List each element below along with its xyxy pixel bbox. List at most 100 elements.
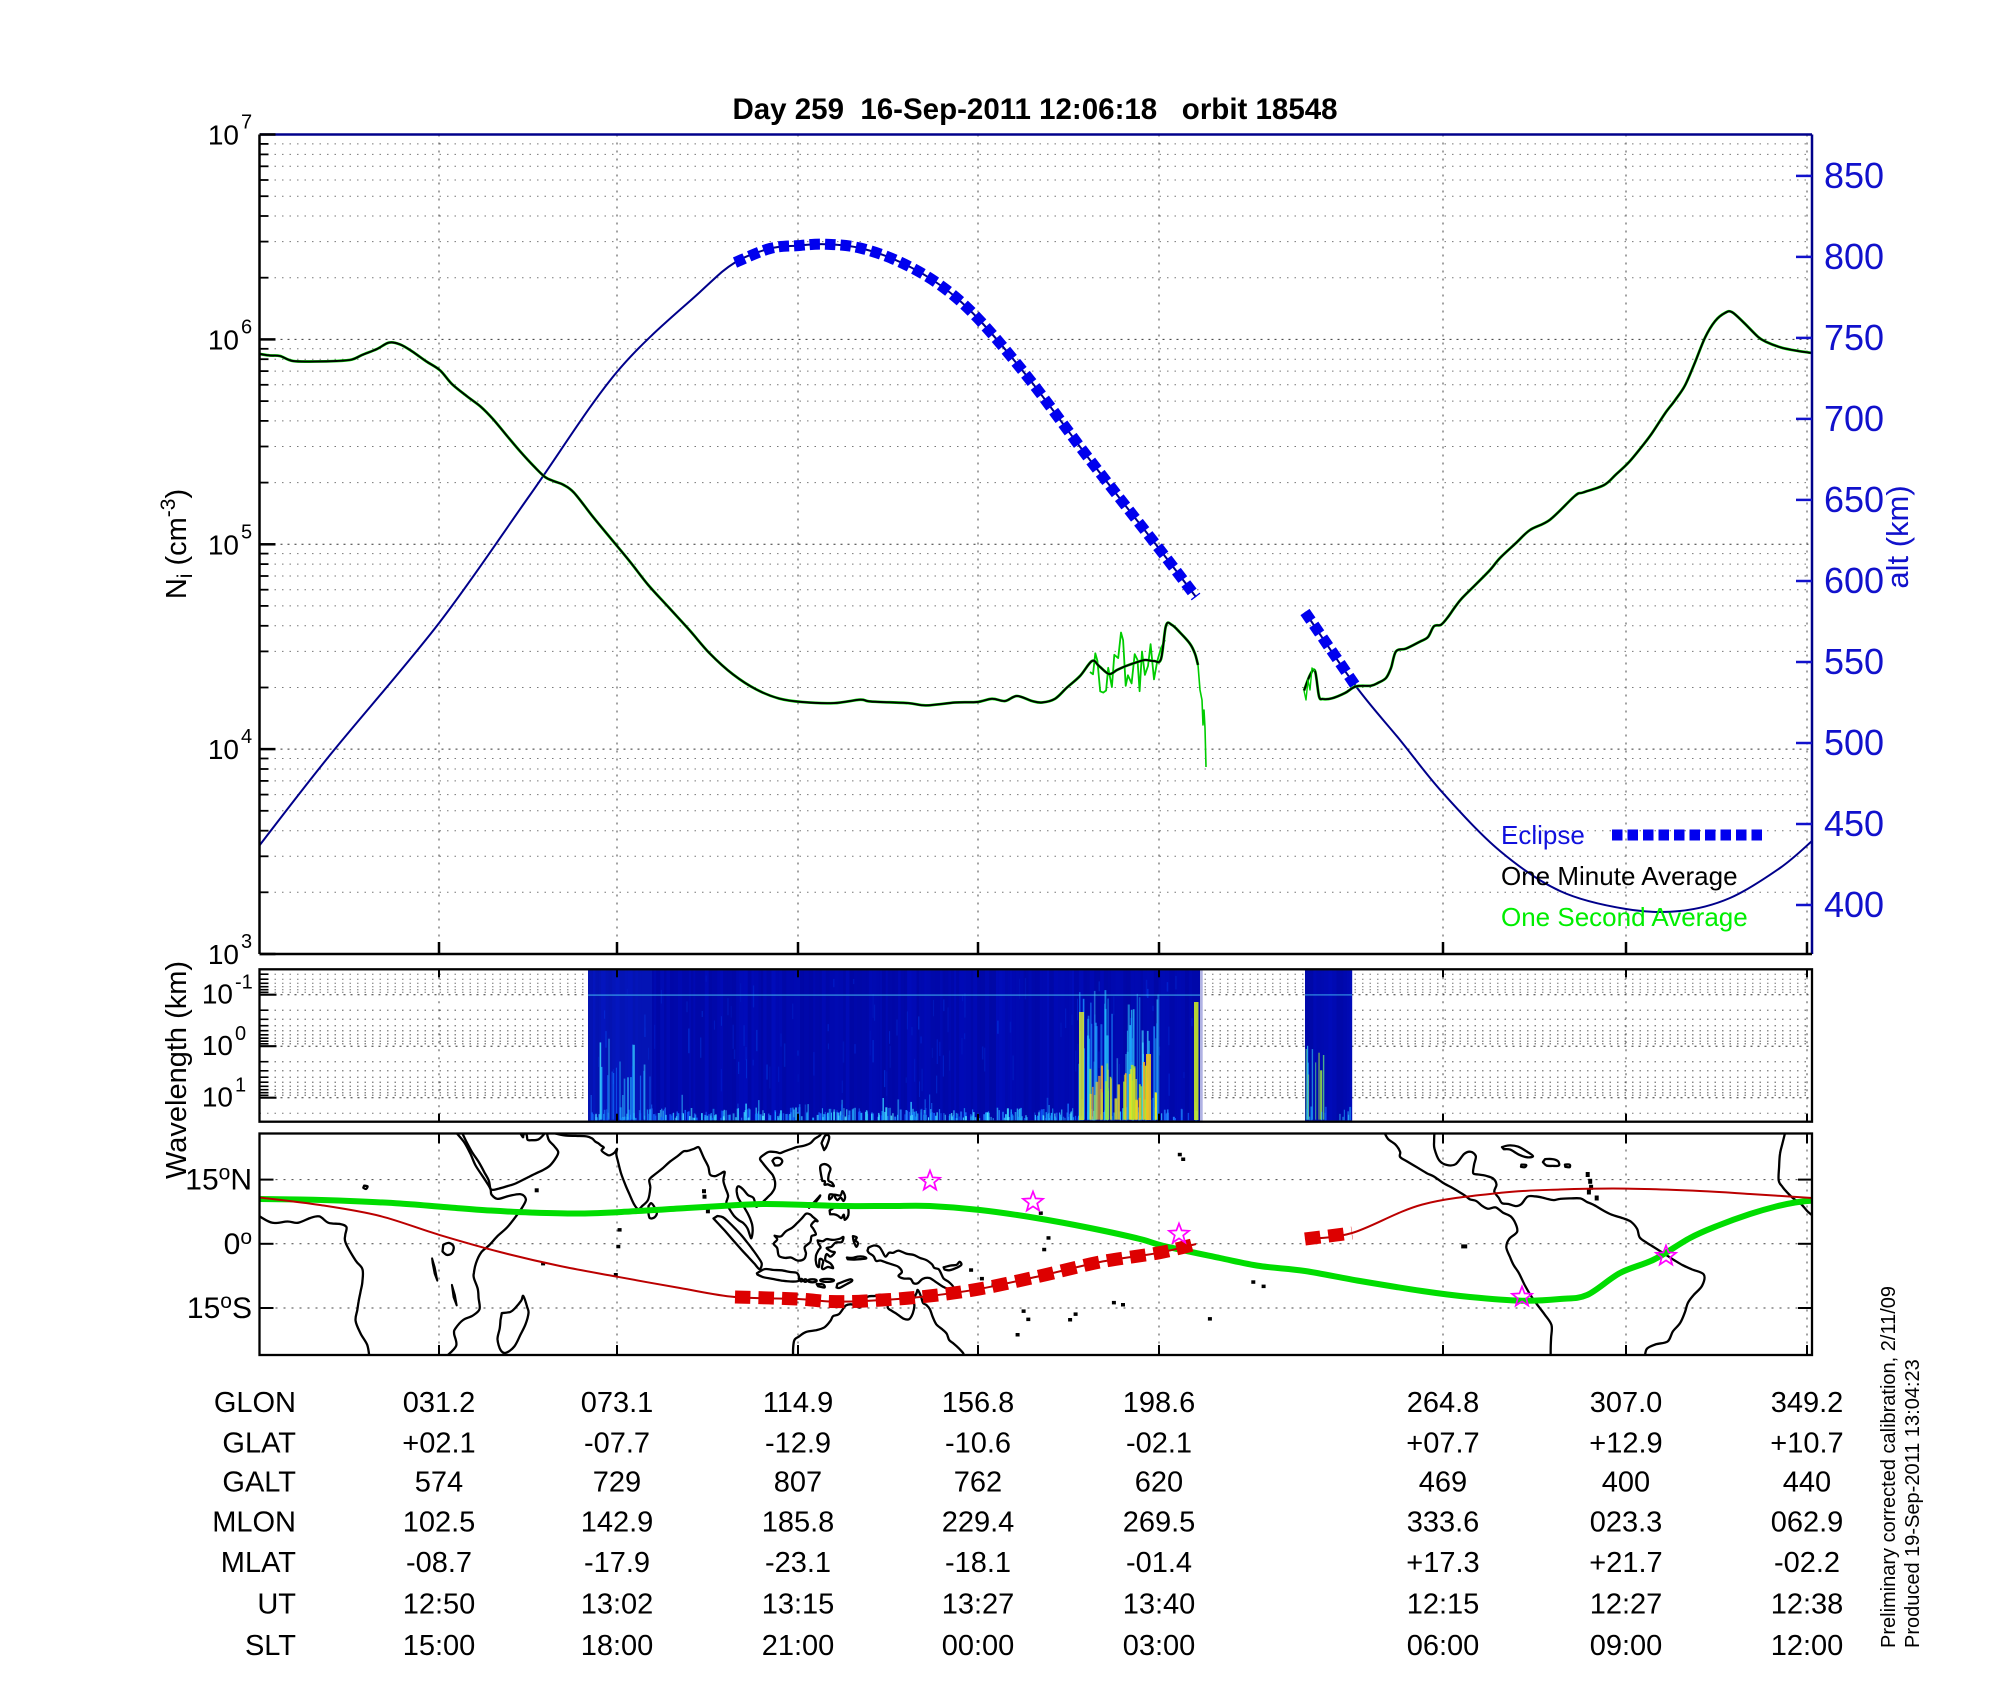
svg-text:10: 10: [208, 120, 239, 151]
svg-text:09:00: 09:00: [1590, 1630, 1663, 1662]
svg-text:500: 500: [1824, 722, 1884, 763]
svg-text:729: 729: [593, 1467, 641, 1499]
svg-text:750: 750: [1824, 317, 1884, 358]
svg-text:13:40: 13:40: [1123, 1589, 1196, 1621]
svg-text:13:27: 13:27: [942, 1589, 1015, 1621]
svg-text:574: 574: [415, 1467, 463, 1499]
svg-text:062.9: 062.9: [1771, 1507, 1844, 1539]
svg-text:10: 10: [202, 1082, 233, 1113]
svg-text:+10.7: +10.7: [1770, 1428, 1843, 1460]
svg-text:700: 700: [1824, 398, 1884, 439]
svg-text:-17.9: -17.9: [584, 1547, 650, 1579]
svg-text:073.1: 073.1: [581, 1387, 654, 1419]
svg-text:400: 400: [1602, 1467, 1650, 1499]
svg-text:One Minute Average: One Minute Average: [1501, 861, 1738, 891]
svg-text:21:00: 21:00: [762, 1630, 835, 1662]
svg-text:One Second Average: One Second Average: [1501, 902, 1748, 932]
svg-text:550: 550: [1824, 641, 1884, 682]
svg-text:18:00: 18:00: [581, 1630, 654, 1662]
svg-text:6: 6: [241, 316, 252, 338]
svg-text:GALT: GALT: [222, 1467, 296, 1499]
svg-text:MLAT: MLAT: [221, 1547, 296, 1579]
svg-text:Eclipse: Eclipse: [1501, 820, 1585, 850]
svg-text:MLON: MLON: [212, 1507, 296, 1539]
svg-text:-23.1: -23.1: [765, 1547, 831, 1579]
svg-text:3: 3: [241, 931, 252, 953]
svg-text:+07.7: +07.7: [1406, 1428, 1479, 1460]
svg-text:620: 620: [1135, 1467, 1183, 1499]
svg-text:03:00: 03:00: [1123, 1630, 1196, 1662]
svg-text:185.8: 185.8: [762, 1507, 835, 1539]
svg-text:650: 650: [1824, 479, 1884, 520]
svg-text:600: 600: [1824, 560, 1884, 601]
svg-text:12:15: 12:15: [1407, 1589, 1480, 1621]
svg-text:-02.1: -02.1: [1126, 1428, 1192, 1460]
svg-text:+12.9: +12.9: [1589, 1428, 1662, 1460]
svg-text:06:00: 06:00: [1407, 1630, 1480, 1662]
svg-text:229.4: 229.4: [942, 1507, 1015, 1539]
svg-text:264.8: 264.8: [1407, 1387, 1480, 1419]
svg-text:UT: UT: [257, 1589, 296, 1621]
svg-text:-10.6: -10.6: [945, 1428, 1011, 1460]
svg-text:-02.2: -02.2: [1774, 1547, 1840, 1579]
svg-text:102.5: 102.5: [403, 1507, 476, 1539]
svg-text:023.3: 023.3: [1590, 1507, 1663, 1539]
svg-text:+21.7: +21.7: [1589, 1547, 1662, 1579]
svg-text:7: 7: [241, 112, 252, 134]
svg-text:10: 10: [208, 529, 239, 560]
svg-text:10: 10: [208, 734, 239, 765]
svg-text:00:00: 00:00: [942, 1630, 1015, 1662]
svg-text:10: 10: [208, 939, 239, 970]
svg-text:Wavelength (km): Wavelength (km): [161, 961, 193, 1179]
svg-text:031.2: 031.2: [403, 1387, 476, 1419]
svg-text:12:00: 12:00: [1771, 1630, 1844, 1662]
svg-text:333.6: 333.6: [1407, 1507, 1480, 1539]
svg-text:114.9: 114.9: [763, 1387, 833, 1419]
svg-text:440: 440: [1783, 1467, 1831, 1499]
svg-text:0: 0: [235, 1023, 246, 1045]
svg-text:800: 800: [1824, 236, 1884, 277]
svg-text:-07.7: -07.7: [584, 1428, 650, 1460]
svg-text:SLT: SLT: [245, 1630, 296, 1662]
svg-text:5: 5: [241, 521, 252, 543]
svg-text:469: 469: [1419, 1467, 1467, 1499]
svg-text:198.6: 198.6: [1123, 1387, 1196, 1419]
svg-text:10: 10: [202, 1030, 233, 1061]
svg-text:850: 850: [1824, 155, 1884, 196]
svg-text:Day 259 16-Sep-2011 12:06:18: Day 259 16-Sep-2011 12:06:18 orbit 18548: [732, 93, 1337, 126]
svg-text:+02.1: +02.1: [402, 1428, 475, 1460]
svg-text:Preliminary corrected calibrat: Preliminary corrected calibration, 2/11/…: [1878, 1286, 1900, 1648]
svg-text:alt (km): alt (km): [1880, 485, 1915, 588]
svg-text:156.8: 156.8: [942, 1387, 1015, 1419]
svg-text:450: 450: [1824, 803, 1884, 844]
svg-text:807: 807: [774, 1467, 822, 1499]
svg-text:-1: -1: [235, 972, 253, 994]
svg-text:-01.4: -01.4: [1126, 1547, 1192, 1579]
svg-text:10: 10: [202, 979, 233, 1010]
svg-text:13:15: 13:15: [762, 1589, 835, 1621]
svg-text:349.2: 349.2: [1771, 1387, 1844, 1419]
svg-text:12:38: 12:38: [1771, 1589, 1844, 1621]
svg-text:Ni (cm-3): Ni (cm-3): [157, 489, 197, 599]
svg-text:1: 1: [235, 1075, 246, 1097]
svg-text:269.5: 269.5: [1123, 1507, 1196, 1539]
svg-text:400: 400: [1824, 884, 1884, 925]
svg-text:15oN: 15oN: [185, 1162, 252, 1197]
svg-text:12:50: 12:50: [403, 1589, 476, 1621]
svg-text:-12.9: -12.9: [765, 1428, 831, 1460]
svg-text:GLON: GLON: [214, 1387, 296, 1419]
svg-text:142.9: 142.9: [581, 1507, 654, 1539]
svg-text:-08.7: -08.7: [406, 1547, 472, 1579]
svg-text:+17.3: +17.3: [1406, 1547, 1479, 1579]
svg-text:GLAT: GLAT: [222, 1428, 296, 1460]
svg-text:762: 762: [954, 1467, 1002, 1499]
svg-text:15:00: 15:00: [403, 1630, 476, 1662]
svg-text:-18.1: -18.1: [945, 1547, 1011, 1579]
svg-text:Produced 19-Sep-2011 13:04:23: Produced 19-Sep-2011 13:04:23: [1902, 1359, 1924, 1648]
svg-text:10: 10: [208, 324, 239, 355]
svg-text:15oS: 15oS: [187, 1290, 252, 1325]
svg-text:307.0: 307.0: [1590, 1387, 1663, 1419]
svg-text:12:27: 12:27: [1590, 1589, 1663, 1621]
svg-text:13:02: 13:02: [581, 1589, 654, 1621]
svg-text:4: 4: [241, 726, 252, 748]
